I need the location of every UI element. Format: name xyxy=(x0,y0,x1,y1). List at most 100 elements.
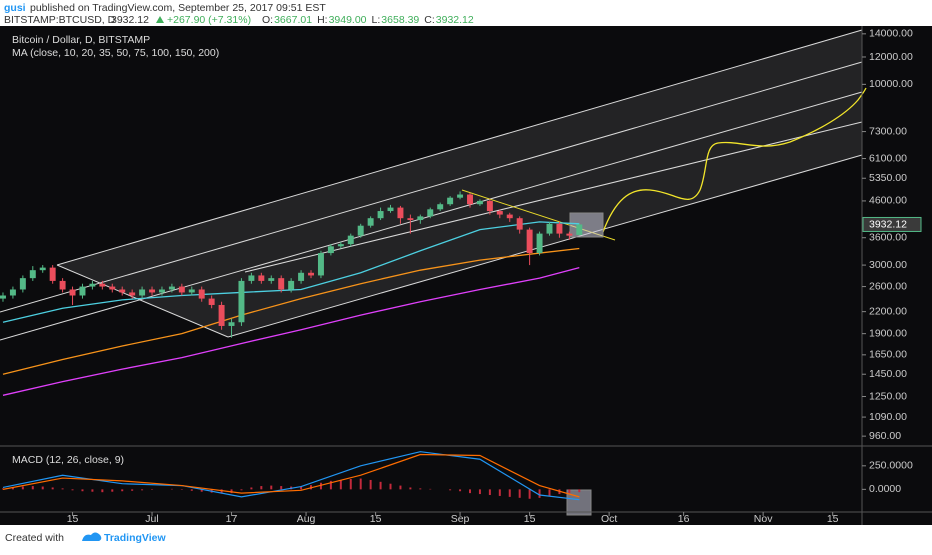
histogram-bar xyxy=(191,489,193,490)
macd-title: MACD (12, 26, close, 9) xyxy=(12,454,124,466)
candle-body xyxy=(30,270,36,278)
y-tick-label: 1090.00 xyxy=(869,411,907,423)
candle-body xyxy=(328,246,334,253)
histogram-bar xyxy=(489,489,491,495)
y-tick-label: 2200.00 xyxy=(869,305,907,317)
histogram-bar xyxy=(22,487,24,490)
created-with: Created with xyxy=(5,532,64,544)
histogram-bar xyxy=(62,488,64,489)
histogram-bar xyxy=(270,486,272,490)
y-tick-label: 960.00 xyxy=(869,430,901,442)
histogram-bar xyxy=(529,489,531,498)
y-tick-label: 10000.00 xyxy=(869,78,913,90)
candle-body xyxy=(129,292,135,295)
candle-body xyxy=(318,253,324,275)
box xyxy=(567,490,591,515)
candle-body xyxy=(417,216,423,220)
histogram-bar xyxy=(539,489,541,497)
histogram-bar xyxy=(340,480,342,489)
candle-body xyxy=(378,211,384,218)
y-tick-label: 0.0000 xyxy=(869,483,901,495)
candle-body xyxy=(248,275,254,280)
ohlc-value: 3949.00 xyxy=(329,14,367,26)
histogram-bar xyxy=(42,487,44,490)
histogram-bar xyxy=(52,487,54,489)
ma-legend: MA (close, 10, 20, 35, 50, 75, 100, 150,… xyxy=(12,47,219,59)
ohlc-label: C: xyxy=(424,14,435,26)
histogram-bar xyxy=(380,482,382,490)
ohlc-label: H: xyxy=(317,14,328,26)
candle-body xyxy=(527,230,533,253)
histogram-bar xyxy=(399,486,401,490)
candle-body xyxy=(268,278,274,281)
candle-body xyxy=(219,305,225,326)
histogram-bar xyxy=(548,489,550,496)
candle-body xyxy=(397,208,403,219)
histogram-bar xyxy=(91,489,93,491)
candle-body xyxy=(278,278,284,289)
candle-body xyxy=(0,295,6,298)
candle-body xyxy=(457,195,463,198)
y-tick-label: 6100.00 xyxy=(869,152,907,164)
y-tick-label: 12000.00 xyxy=(869,51,913,63)
candle-body xyxy=(109,287,115,290)
histogram-bar xyxy=(121,489,123,491)
histogram-bar xyxy=(360,479,362,490)
histogram-bar xyxy=(449,489,451,490)
candle-body xyxy=(10,289,16,295)
histogram-bar xyxy=(459,489,461,491)
candle-body xyxy=(199,289,205,298)
candle-body xyxy=(566,234,572,236)
x-tick-label: Oct xyxy=(601,513,617,525)
candle-body xyxy=(89,284,95,287)
histogram-bar xyxy=(260,486,262,489)
candle-body xyxy=(20,278,26,289)
candle-body xyxy=(427,209,433,216)
candle-body xyxy=(348,236,354,244)
candle-body xyxy=(517,218,523,229)
brand[interactable]: TradingView xyxy=(104,532,166,544)
histogram-bar xyxy=(578,489,580,492)
histogram-bar xyxy=(499,489,501,496)
histogram-bar xyxy=(419,488,421,489)
candle-body xyxy=(308,273,314,276)
change: +267.90 (+7.31%) xyxy=(167,14,251,26)
candle-body xyxy=(437,204,443,209)
candle-body xyxy=(159,289,165,292)
x-tick-label: Aug xyxy=(297,513,316,525)
x-tick-label: 17 xyxy=(226,513,238,525)
histogram-bar xyxy=(280,486,282,489)
candle-body xyxy=(407,218,413,220)
symbol: BITSTAMP:BTCUSD, D xyxy=(4,14,116,26)
histogram-bar xyxy=(509,489,511,497)
candle-body xyxy=(576,224,582,234)
histogram-bar xyxy=(350,479,352,489)
candle-body xyxy=(149,289,155,292)
y-tick-label: 3000.00 xyxy=(869,259,907,271)
candle-body xyxy=(169,287,175,290)
published: published on TradingView.com, September … xyxy=(30,2,326,14)
y-tick-label: 1450.00 xyxy=(869,368,907,380)
ohlc-label: L: xyxy=(372,14,381,26)
chart-title: Bitcoin / Dollar, D, BITSTAMP xyxy=(12,34,150,46)
candle-body xyxy=(388,208,394,211)
candle-body xyxy=(497,211,503,215)
histogram-bar xyxy=(141,489,143,490)
candle-body xyxy=(338,244,344,246)
x-tick-label: 15 xyxy=(370,513,382,525)
candle-body xyxy=(60,281,66,290)
candle-body xyxy=(119,289,125,292)
y-tick-label: 3600.00 xyxy=(869,231,907,243)
histogram-bar xyxy=(519,489,521,497)
x-tick-label: 15 xyxy=(524,513,536,525)
author[interactable]: gusi xyxy=(4,2,26,14)
histogram-bar xyxy=(131,489,133,490)
candle-body xyxy=(139,289,145,295)
histogram-bar xyxy=(390,484,392,490)
candle-body xyxy=(179,287,185,293)
y-tick-label: 2600.00 xyxy=(869,280,907,292)
y-tick-label: 14000.00 xyxy=(869,28,913,40)
histogram-bar xyxy=(101,489,103,492)
